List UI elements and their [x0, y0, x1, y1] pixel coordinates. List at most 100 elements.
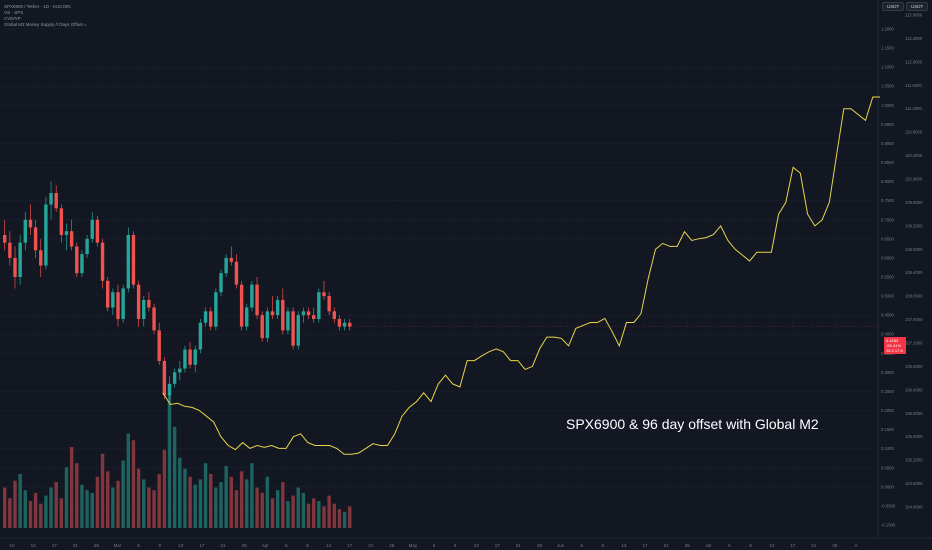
- volume-bar: [54, 482, 58, 528]
- volume-bar: [193, 484, 197, 528]
- candle-body: [209, 311, 213, 327]
- candle-body: [214, 292, 218, 327]
- candle-body: [162, 360, 167, 396]
- volume-bar: [49, 487, 53, 528]
- volume-bar: [183, 468, 187, 528]
- volume-bar: [337, 509, 342, 528]
- candle-body: [111, 292, 115, 308]
- candle-body: [54, 193, 58, 209]
- x-axis-tick-label: Jun: [557, 543, 565, 548]
- volume-bar: [281, 482, 285, 528]
- candle-body: [281, 299, 285, 331]
- volume-bar: [245, 479, 249, 528]
- price-change: -59.41%: [886, 343, 901, 348]
- candle-body: [229, 257, 233, 262]
- candle-body: [198, 322, 203, 350]
- candle-body: [306, 311, 311, 316]
- left-axis-tick-label: -0.0500: [881, 503, 896, 508]
- candle-body: [3, 235, 7, 243]
- volume-bar: [162, 449, 167, 528]
- left-axis-tick-label: 0.9000: [881, 141, 894, 146]
- x-axis-tick-label: 17: [199, 543, 205, 548]
- candle-body: [69, 231, 74, 247]
- right-axis-tick-label: 110.8000: [905, 130, 923, 135]
- volume-bar: [8, 498, 12, 528]
- left-axis-tick-label: 0.9500: [881, 122, 894, 127]
- price-countdown: 26.3 17.8: [886, 348, 903, 353]
- volume-bar: [250, 463, 254, 528]
- volume-bar: [214, 487, 218, 528]
- volume-bar: [301, 492, 306, 528]
- volume-bar: [44, 495, 48, 528]
- candle-body: [18, 242, 22, 277]
- volume-bar: [167, 393, 172, 528]
- left-axis-tick-label: 0.0500: [881, 465, 894, 470]
- right-axis-tick-label: 110.4000: [905, 153, 923, 158]
- left-axis-tick-label: 0.6500: [881, 236, 894, 241]
- cvd-indicator-label: CVD/VP: [4, 16, 21, 21]
- volume-bar: [90, 492, 94, 528]
- candle-body: [13, 257, 17, 277]
- x-axis-tick-label: 5: [580, 543, 583, 548]
- candle-body: [317, 292, 321, 319]
- volume-bar: [198, 479, 203, 528]
- right-axis-tick-label: 109.2000: [905, 223, 923, 228]
- candle-body: [121, 288, 125, 319]
- volume-bar: [39, 503, 43, 528]
- x-axis-tick-label: 25: [685, 543, 691, 548]
- left-axis-unit-button[interactable]: USDT: [882, 2, 905, 11]
- volume-bar: [322, 506, 326, 528]
- candle-body: [219, 273, 223, 293]
- volume-bar: [157, 474, 161, 528]
- candle-body: [39, 250, 43, 266]
- volume-bar: [59, 498, 64, 528]
- volume-bar: [147, 487, 151, 528]
- right-axis-tick-label: 105.6000: [905, 434, 923, 439]
- volume-bar: [270, 498, 275, 528]
- x-axis-tick-label: 9: [749, 543, 752, 548]
- right-axis-tick-label: 106.4000: [905, 387, 923, 392]
- right-axis-tick-label: 104.4000: [905, 505, 923, 510]
- x-axis-tick-label: 9: [158, 543, 161, 548]
- x-axis-tick-label: 21: [811, 543, 817, 548]
- volume-bar: [172, 426, 177, 528]
- volume-bar: [239, 471, 244, 528]
- x-axis-tick-label: 17: [52, 543, 58, 548]
- x-axis-tick-label: 9: [602, 543, 605, 548]
- left-axis-tick-label: 0.8000: [881, 179, 894, 184]
- candle-body: [116, 292, 120, 319]
- left-axis-tick-label: 0.1000: [881, 446, 894, 451]
- candle-body: [188, 349, 192, 365]
- candle-body: [147, 299, 151, 308]
- right-axis-tick-label: 108.4000: [905, 270, 923, 275]
- x-axis-tick-label: 5: [433, 543, 436, 548]
- left-axis-tick-label: 1.0500: [881, 84, 894, 89]
- volume-bar: [3, 487, 7, 528]
- volume-bar: [265, 476, 270, 528]
- x-axis-tick-label: Jul: [705, 543, 711, 548]
- volume-bar: [85, 490, 89, 528]
- right-axis-tick-label: 109.6000: [905, 200, 923, 205]
- candle-body: [245, 307, 249, 327]
- price-value: 0.4283: [886, 338, 899, 343]
- candle-body: [152, 307, 156, 331]
- volume-bar: [80, 484, 84, 528]
- right-axis-tick-label: 110.0000: [905, 177, 923, 182]
- left-axis-tick-label: 0.2500: [881, 389, 894, 394]
- candle-body: [85, 238, 89, 255]
- volume-bar: [291, 495, 295, 528]
- candle-body: [250, 284, 254, 308]
- candle-body: [265, 311, 270, 339]
- x-axis-tick-label: 13: [178, 543, 184, 548]
- right-axis-unit-button[interactable]: USDT: [906, 2, 929, 11]
- left-axis-tick-label: 0.0000: [881, 484, 894, 489]
- x-axis-tick-label: 25: [389, 543, 395, 548]
- right-axis-tick-label: 106.0000: [905, 411, 923, 416]
- volume-bar: [286, 501, 290, 528]
- left-axis-tick-label: 1.0000: [881, 103, 894, 108]
- candle-body: [64, 231, 69, 236]
- x-axis-tick-label: 25: [537, 543, 543, 548]
- candle-body: [157, 330, 161, 361]
- volume-bar: [224, 465, 228, 528]
